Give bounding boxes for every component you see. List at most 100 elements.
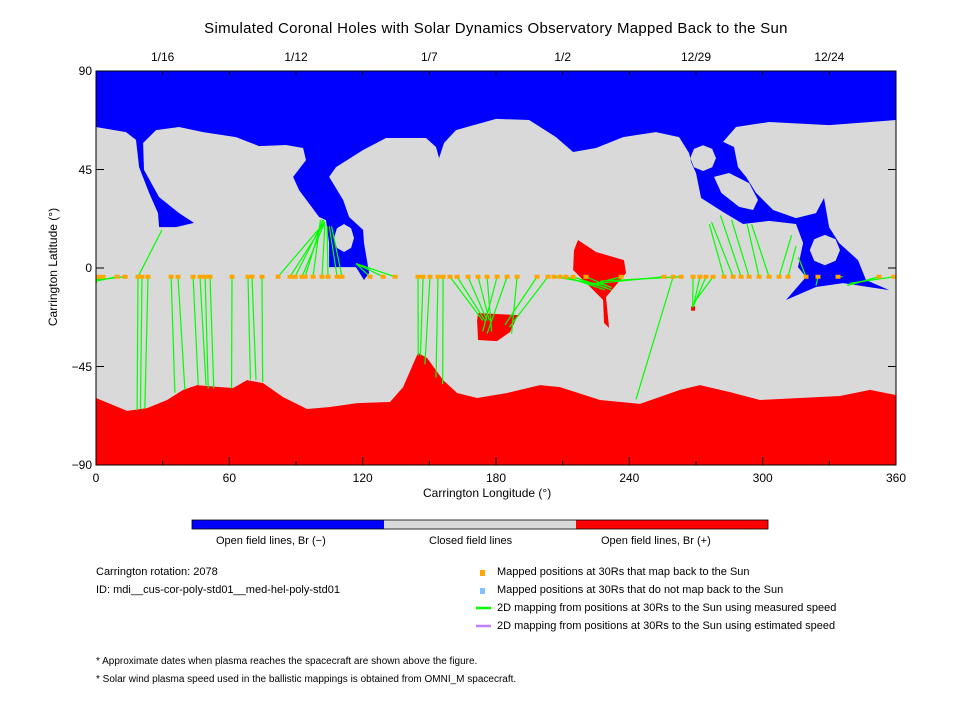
- mapping-line: [693, 276, 714, 304]
- mapping-line: [565, 276, 606, 291]
- mapping-line: [504, 276, 538, 326]
- mapped-point: [145, 274, 151, 279]
- mapped-point: [447, 274, 453, 279]
- mapped-point: [420, 274, 426, 279]
- mapping-line: [467, 276, 488, 321]
- mapped-point: [249, 274, 255, 279]
- y-tick-label: 90: [78, 64, 92, 78]
- mapped-point: [339, 274, 345, 279]
- x-tick-label: 300: [752, 471, 773, 485]
- mapped-point: [803, 274, 809, 279]
- region-south-open-positive: [96, 352, 896, 465]
- mapping-line: [326, 226, 329, 277]
- mapped-point: [661, 274, 667, 279]
- mapping-line: [355, 263, 396, 278]
- mapping-line: [251, 276, 257, 380]
- mapping-line: [144, 276, 149, 409]
- mapped-point: [465, 274, 471, 279]
- colorbar-label-closed: Closed field lines: [429, 535, 513, 547]
- mapping-line: [355, 263, 384, 278]
- mapping-line: [510, 276, 518, 334]
- region-closed-hole-1: [334, 224, 354, 252]
- mapped-point: [310, 274, 316, 279]
- mapping-line: [137, 229, 163, 278]
- mapped-point: [114, 274, 120, 279]
- mapping-line: [435, 276, 439, 378]
- mapped-point: [454, 274, 460, 279]
- date-label: 1/7: [420, 50, 438, 64]
- mapping-line: [456, 276, 486, 321]
- mapping-line: [730, 219, 750, 277]
- mapped-point: [259, 274, 265, 279]
- mapped-point: [776, 274, 782, 279]
- mapped-point: [299, 274, 305, 279]
- colorbar-label-negative: Open field lines, Br (−): [216, 535, 326, 547]
- mapped-point: [95, 274, 101, 279]
- note-speed: * Solar wind plasma speed used in the ba…: [96, 674, 517, 685]
- mapped-point: [122, 274, 128, 279]
- mapped-point: [325, 274, 331, 279]
- mapping-line: [170, 276, 176, 393]
- colorbar-frame: [191, 519, 769, 530]
- mapping-line: [424, 276, 431, 365]
- x-tick-label: 120: [352, 471, 373, 485]
- mapping-line: [486, 276, 508, 334]
- mapped-point: [427, 274, 433, 279]
- mapping-line: [635, 276, 674, 400]
- mapping-line: [797, 256, 807, 277]
- mapping-line: [355, 263, 371, 278]
- mapped-point: [190, 274, 196, 279]
- colorbar-segment: [192, 520, 384, 529]
- mapping-line: [419, 276, 424, 356]
- colorbar-segment: [576, 520, 768, 529]
- legend-estimated-label: 2D mapping from positions at 30Rs to the…: [497, 620, 836, 632]
- mapped-point: [670, 274, 676, 279]
- x-tick-label: 360: [885, 471, 907, 485]
- mapping-line: [95, 276, 126, 281]
- mapped-point: [738, 274, 744, 279]
- mapping-line: [177, 276, 186, 390]
- mapped-point: [514, 274, 520, 279]
- mapped-point: [891, 274, 897, 279]
- legend-mapped-label: Mapped positions at 30Rs that map back t…: [497, 566, 750, 578]
- mapping-line: [746, 224, 760, 277]
- date-label: 1/12: [284, 50, 308, 64]
- y-tick-label: −90: [71, 458, 92, 472]
- mapped-point: [302, 274, 308, 279]
- mapped-point: [551, 274, 557, 279]
- mapping-line: [787, 245, 797, 277]
- mapped-point: [746, 274, 752, 279]
- mapping-line: [247, 276, 252, 380]
- mapped-point: [756, 274, 762, 279]
- mapped-point: [415, 274, 421, 279]
- legend-mapped-marker: [480, 570, 485, 576]
- x-tick-label: 180: [485, 471, 507, 485]
- mapped-point: [367, 274, 373, 279]
- mapped-point: [730, 274, 736, 279]
- mapped-point: [710, 274, 716, 279]
- mapped-point: [475, 274, 481, 279]
- mapped-point: [494, 274, 500, 279]
- mapped-point: [292, 274, 298, 279]
- mapping-line: [328, 226, 338, 277]
- mapping-line: [482, 276, 498, 332]
- mapping-line: [330, 226, 343, 277]
- region-north-open-negative: [96, 71, 896, 300]
- date-label: 1/16: [150, 50, 175, 64]
- x-tick-label: 0: [92, 471, 100, 485]
- mapped-point: [207, 274, 213, 279]
- mapped-point: [504, 274, 510, 279]
- mapping-line: [849, 276, 895, 284]
- colorbar-segment: [384, 520, 576, 529]
- mapped-point: [563, 274, 569, 279]
- mapped-point: [175, 274, 181, 279]
- chart-title: Simulated Coronal Holes with Solar Dynam…: [204, 20, 788, 37]
- mapping-line: [508, 276, 549, 328]
- mapped-point: [435, 274, 441, 279]
- mapped-point: [876, 274, 882, 279]
- y-tick-label: 45: [78, 162, 92, 177]
- mapped-point: [835, 274, 841, 279]
- mapping-line: [778, 234, 793, 277]
- note-dates: * Approximate dates when plasma reaches …: [96, 656, 478, 667]
- mapping-line: [708, 224, 725, 277]
